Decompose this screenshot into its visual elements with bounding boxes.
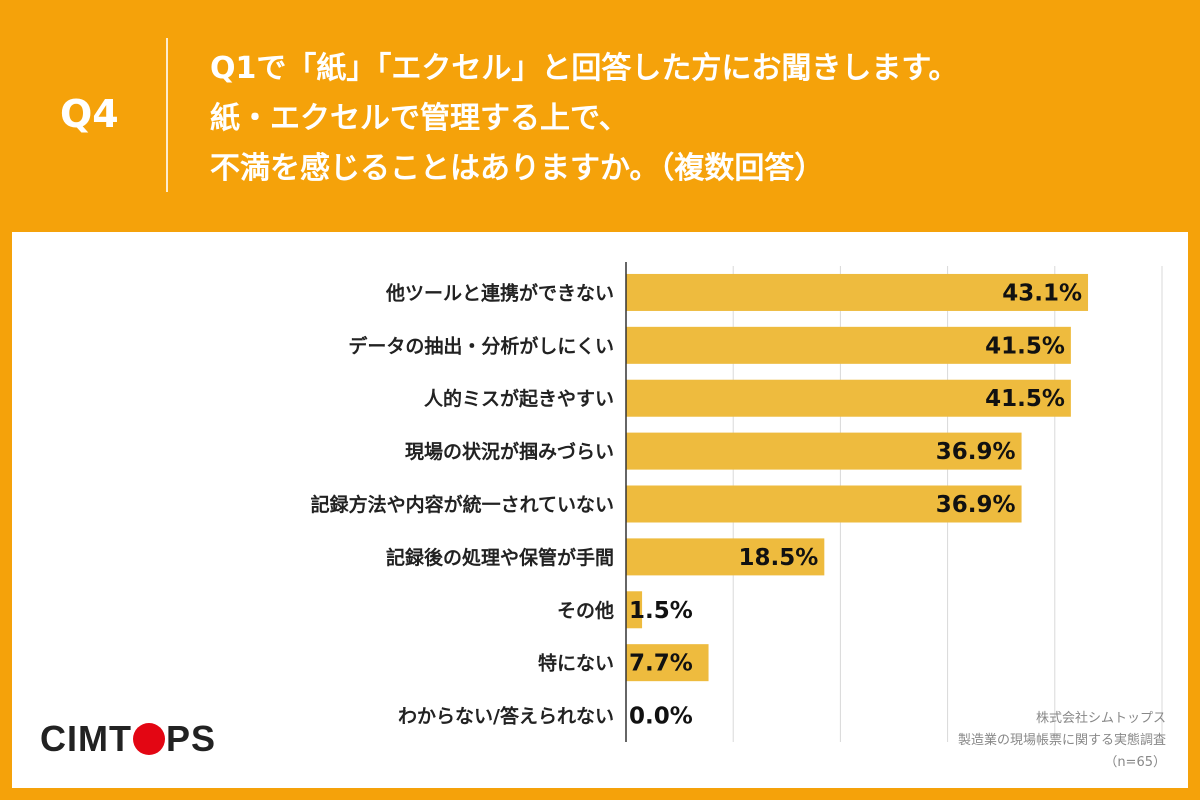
value-label-8: 7.7% bbox=[629, 651, 693, 677]
value-label-3: 41.5% bbox=[985, 386, 1065, 412]
bar-3 bbox=[626, 379, 1071, 417]
category-label-1: 他ツールと連携ができない bbox=[385, 281, 614, 304]
category-label-8: 特にない bbox=[538, 653, 614, 675]
category-label-4: 現場の状況が掴みづらい bbox=[405, 440, 614, 463]
question-line-1: Q1で「紙」「エクセル」と回答した方にお聞きします。 bbox=[210, 51, 959, 86]
question-text: Q1で「紙」「エクセル」と回答した方にお聞きします。 紙・エクセルで管理する上で… bbox=[210, 44, 1150, 194]
bar-7 bbox=[626, 591, 643, 629]
source-sample-size: （n=65） bbox=[1104, 755, 1166, 770]
category-label-5: 記録方法や内容が統一されていない bbox=[311, 493, 614, 516]
header-divider bbox=[166, 38, 168, 192]
question-number: Q4 bbox=[60, 92, 119, 136]
chart-panel: 他ツールと連携ができない 43.1% データの抽出・分析がしにくい 41.5% 人的ミス… bbox=[12, 232, 1188, 788]
cimtops-logo: CIMT PS bbox=[40, 718, 216, 760]
logo-red-dot-icon bbox=[132, 723, 165, 755]
bar-8 bbox=[626, 644, 709, 682]
bar-2 bbox=[626, 326, 1071, 364]
category-label-3: 人的ミスが起きやすい bbox=[424, 387, 614, 410]
source-note: 株式会社シムトップス 製造業の現場帳票に関する実態調査 （n=65） bbox=[958, 708, 1166, 774]
value-label-5: 36.9% bbox=[936, 492, 1016, 518]
category-label-2: データの抽出・分析がしにくい bbox=[348, 334, 614, 357]
value-label-6: 18.5% bbox=[739, 545, 819, 571]
logo-text-right: PS bbox=[165, 718, 217, 759]
value-label-2: 41.5% bbox=[985, 333, 1065, 359]
bar-5 bbox=[626, 485, 1022, 523]
question-line-3: 不満を感じることはありますか。（複数回答） bbox=[210, 151, 825, 186]
bar-6 bbox=[626, 538, 825, 576]
value-label-7: 1.5% bbox=[629, 598, 693, 624]
source-survey: 製造業の現場帳票に関する実態調査 bbox=[957, 733, 1166, 748]
category-label-6: 記録後の処理や保管が手間 bbox=[386, 546, 614, 569]
bar-chart: 他ツールと連携ができない 43.1% データの抽出・分析がしにくい 41.5% 人的ミス… bbox=[311, 262, 1163, 742]
value-label-9: 0.0% bbox=[629, 704, 693, 730]
logo-text-left: CIMT bbox=[40, 718, 132, 759]
value-label-1: 43.1% bbox=[1002, 280, 1082, 306]
category-label-7: その他 bbox=[557, 599, 614, 622]
value-label-4: 36.9% bbox=[936, 439, 1016, 465]
question-line-2: 紙・エクセルで管理する上で、 bbox=[210, 101, 629, 136]
category-label-9: わからない/答えられない bbox=[398, 705, 614, 728]
source-company: 株式会社シムトップス bbox=[1035, 711, 1166, 726]
bar-1 bbox=[626, 273, 1089, 311]
bar-4 bbox=[626, 432, 1022, 470]
